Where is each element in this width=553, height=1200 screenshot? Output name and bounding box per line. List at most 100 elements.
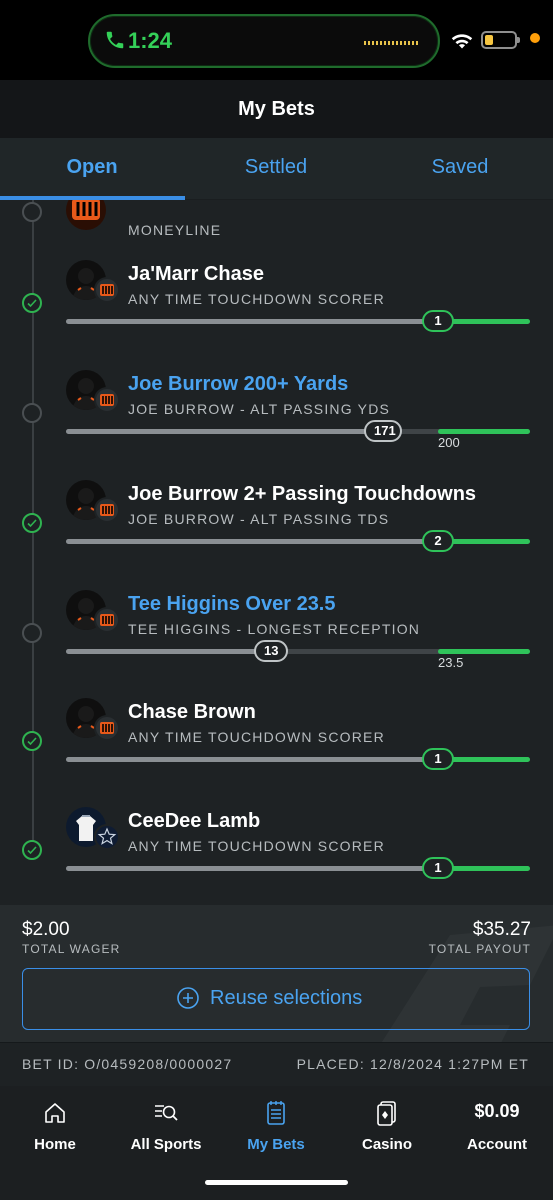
target-value: 200 xyxy=(438,435,460,450)
leg-market: ANY TIME TOUCHDOWN SCORER xyxy=(128,729,385,745)
target-value: 23.5 xyxy=(438,655,464,670)
total-wager-value: $2.00 xyxy=(22,919,70,940)
bet-tabs: Open Settled Saved xyxy=(0,138,553,200)
list-item[interactable]: MONEYLINE xyxy=(0,200,553,280)
total-wager-label: TOTAL WAGER xyxy=(22,942,121,956)
status-bar: 1:24 xyxy=(0,0,553,80)
leg-market: TEE HIGGINS - LONGEST RECEPTION xyxy=(128,621,421,637)
progress-track xyxy=(66,649,530,654)
leg-market: JOE BURROW - ALT PASSING YDS xyxy=(128,401,391,417)
bet-id: BET ID: O/0459208/0000027 xyxy=(22,1056,233,1072)
leg-market: ANY TIME TOUCHDOWN SCORER xyxy=(128,838,385,854)
search-list-icon xyxy=(155,1105,178,1121)
current-value-badge: 171 xyxy=(364,420,402,442)
leg-name: CeeDee Lamb xyxy=(128,810,261,832)
reuse-selections-button[interactable]: Reuse selections xyxy=(22,968,530,1030)
total-payout-value: $35.27 xyxy=(472,919,531,940)
current-value-badge: 1 xyxy=(422,310,454,332)
fanduel-watermark-icon xyxy=(381,925,553,1042)
audio-waveform xyxy=(364,41,420,45)
bengals-logo-icon xyxy=(94,277,120,303)
current-value-badge: 1 xyxy=(422,748,454,770)
nav-all-sports[interactable]: All Sports xyxy=(111,1096,221,1162)
bengals-logo-icon xyxy=(94,607,120,633)
cowboys-logo-icon xyxy=(94,824,120,850)
status-open-icon xyxy=(22,623,42,643)
list-item[interactable]: Chase Brown ANY TIME TOUCHDOWN SCORER 1 xyxy=(0,695,553,805)
bet-legs-list[interactable]: MONEYLINE Ja'Marr Chase ANY TIME TOUCHDO… xyxy=(0,200,553,905)
current-value-badge: 13 xyxy=(254,640,288,662)
tab-open[interactable]: Open xyxy=(66,156,118,178)
reuse-selections-label: Reuse selections xyxy=(210,987,363,1009)
status-won-icon xyxy=(22,840,42,860)
wifi-icon xyxy=(451,34,473,49)
current-value-badge: 2 xyxy=(422,530,454,552)
bengals-logo-icon xyxy=(94,715,120,741)
status-won-icon xyxy=(22,513,42,533)
leg-name: Ja'Marr Chase xyxy=(128,263,264,285)
progress-fill xyxy=(66,757,438,762)
list-item[interactable]: Joe Burrow 2+ Passing Touchdowns JOE BUR… xyxy=(0,475,553,585)
bottom-nav: Home All Sports My Bets Casino $0.09 Acc… xyxy=(0,1086,553,1200)
goal-segment xyxy=(438,649,530,654)
nav-casino[interactable]: Casino xyxy=(332,1096,442,1162)
leg-market: ANY TIME TOUCHDOWN SCORER xyxy=(128,291,385,307)
leg-name: Joe Burrow 2+ Passing Touchdowns xyxy=(128,483,477,505)
leg-name[interactable]: Joe Burrow 200+ Yards xyxy=(128,373,349,395)
placed-timestamp: PLACED: 12/8/2024 1:27PM ET xyxy=(296,1056,529,1072)
home-indicator[interactable] xyxy=(205,1180,348,1185)
status-won-icon xyxy=(22,293,42,313)
goal-segment xyxy=(438,429,530,434)
active-tab-indicator xyxy=(0,196,185,200)
status-open-icon xyxy=(22,202,42,222)
nav-all-sports-label: All Sports xyxy=(130,1136,202,1153)
bengals-logo-icon xyxy=(72,200,100,220)
status-open-icon xyxy=(22,403,42,423)
nav-account-label: Account xyxy=(467,1136,527,1153)
call-timer: 1:24 xyxy=(128,28,173,53)
nav-home[interactable]: Home xyxy=(0,1096,110,1162)
bet-slip-icon xyxy=(267,1101,285,1125)
playing-card-icon xyxy=(377,1101,396,1126)
current-value-badge: 1 xyxy=(422,857,454,879)
bet-info-bar: BET ID: O/0459208/0000027 PLACED: 12/8/2… xyxy=(0,1042,553,1086)
status-won-icon xyxy=(22,731,42,751)
plus-circle-icon xyxy=(177,987,199,1009)
bengals-logo-icon xyxy=(94,497,120,523)
nav-home-label: Home xyxy=(34,1136,76,1153)
account-balance: $0.09 xyxy=(474,1101,520,1121)
dynamic-island[interactable]: 1:24 xyxy=(88,14,440,68)
progress-fill xyxy=(66,539,438,544)
bet-summary: $2.00 TOTAL WAGER $35.27 TOTAL PAYOUT Re… xyxy=(0,905,553,1042)
page-header: My Bets xyxy=(0,80,553,138)
leg-market: JOE BURROW - ALT PASSING TDS xyxy=(128,511,390,527)
team-logo xyxy=(66,200,106,230)
nav-account[interactable]: $0.09 Account xyxy=(442,1096,552,1162)
leg-name: Chase Brown xyxy=(128,701,256,723)
nav-my-bets[interactable]: My Bets xyxy=(221,1096,331,1162)
list-item[interactable]: Ja'Marr Chase ANY TIME TOUCHDOWN SCORER … xyxy=(0,255,553,365)
goal-segment xyxy=(438,539,530,544)
bengals-logo-icon xyxy=(94,387,120,413)
goal-segment xyxy=(438,866,530,871)
home-icon xyxy=(45,1103,65,1123)
progress-fill xyxy=(66,649,272,654)
progress-fill xyxy=(66,319,438,324)
leg-name[interactable]: Tee Higgins Over 23.5 xyxy=(128,593,336,615)
battery-icon xyxy=(481,31,520,49)
goal-segment xyxy=(438,757,530,762)
list-item[interactable]: Joe Burrow 200+ Yards JOE BURROW - ALT P… xyxy=(0,365,553,475)
nav-casino-label: Casino xyxy=(361,1136,412,1153)
privacy-indicator xyxy=(530,33,540,43)
goal-segment xyxy=(438,319,530,324)
nav-my-bets-label: My Bets xyxy=(247,1136,305,1153)
list-item[interactable]: Tee Higgins Over 23.5 TEE HIGGINS - LONG… xyxy=(0,585,553,695)
tab-saved[interactable]: Saved xyxy=(431,156,489,178)
phone-icon xyxy=(106,31,124,49)
list-item[interactable]: CeeDee Lamb ANY TIME TOUCHDOWN SCORER 1 xyxy=(0,804,553,905)
total-payout-label: TOTAL PAYOUT xyxy=(428,942,531,956)
progress-fill xyxy=(66,866,438,871)
tab-settled[interactable]: Settled xyxy=(244,156,308,178)
page-title: My Bets xyxy=(238,98,315,120)
progress-fill xyxy=(66,429,384,434)
